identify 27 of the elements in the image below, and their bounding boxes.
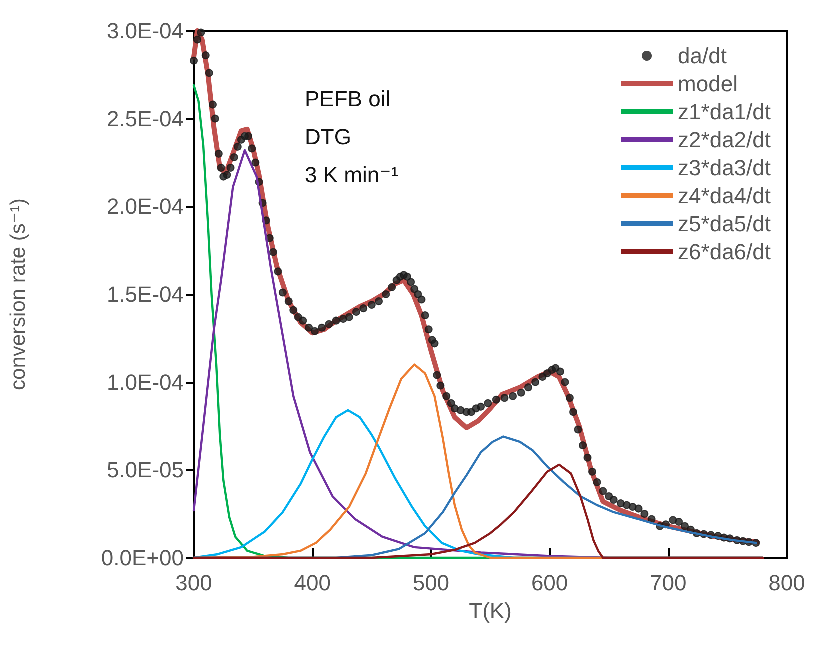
x-tick-label: 700 — [650, 570, 687, 596]
legend-label: z4*da4/dt — [678, 184, 772, 208]
y-axis-title: conversion rate (s⁻¹) — [7, 198, 30, 390]
annotation: PEFB oil — [305, 86, 391, 112]
legend-label: model — [678, 72, 738, 96]
legend-label: z3*da3/dt — [678, 156, 772, 180]
y-tick-label: 3.0E-04 — [106, 18, 184, 44]
x-tick-label: 400 — [294, 570, 331, 596]
y-tick-label: 1.0E-04 — [106, 370, 184, 395]
y-tick-label: 2.0E-04 — [106, 194, 184, 220]
x-tick-label: 300 — [176, 570, 212, 596]
annotation: 3 K min⁻¹ — [305, 162, 399, 188]
annotation: DTG — [305, 124, 352, 150]
legend-label: da/dt — [678, 44, 727, 68]
y-tick-label: 0.0E+00 — [101, 546, 184, 570]
x-tick-label: 500 — [412, 570, 450, 596]
x-axis-title: T(K) — [469, 598, 512, 624]
legend-label: z5*da5/dt — [678, 212, 772, 236]
y-tick-label: 1.5E-04 — [106, 282, 184, 307]
legend-label: z2*da2/dt — [678, 128, 772, 152]
y-tick-label: 5.0E-05 — [106, 458, 184, 483]
x-tick-label: 600 — [531, 570, 568, 596]
legend-label: z1*da1/dt — [678, 100, 772, 124]
legend-label: z6*da6/dt — [678, 240, 772, 264]
y-tick-label: 2.5E-04 — [106, 106, 184, 132]
x-tick-label: 800 — [768, 570, 806, 596]
line-series — [192, 464, 764, 560]
